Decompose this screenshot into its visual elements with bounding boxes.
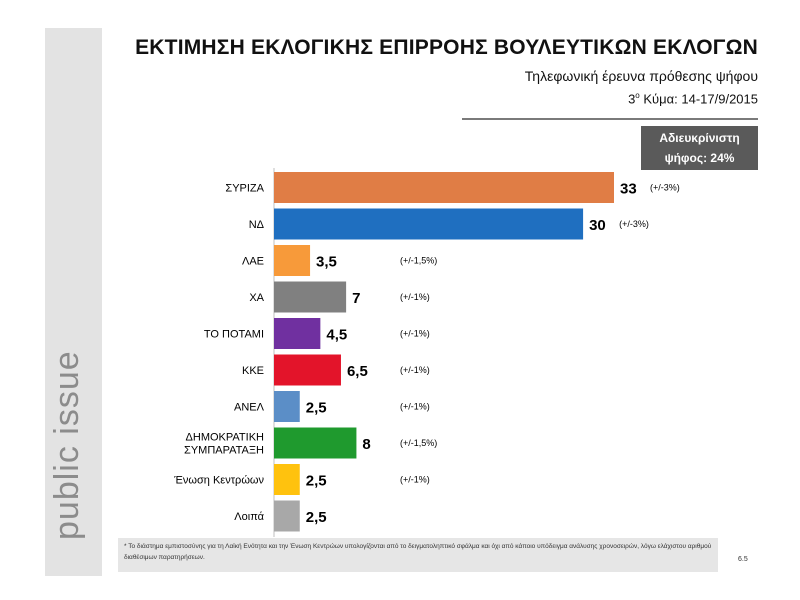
error-margin-label: (+/-1,5%)	[400, 256, 437, 266]
bar	[274, 427, 357, 459]
header-divider	[462, 118, 758, 120]
page-title: ΕΚΤΙΜΗΣΗ ΕΚΛΟΓΙΚΗΣ ΕΠΙΡΡΟΗΣ ΒΟΥΛΕΥΤΙΚΩΝ …	[135, 36, 758, 59]
value-label: 3,5	[316, 254, 337, 271]
undecided-value: ψήφος: 24%	[664, 151, 735, 165]
value-label: 30	[589, 217, 606, 234]
error-margin-label: (+/-1%)	[400, 365, 430, 375]
value-label: 6,5	[347, 363, 368, 380]
value-label: 2,5	[306, 400, 327, 417]
value-label: 8	[362, 436, 370, 453]
wave-dates: Κύμα: 14-17/9/2015	[639, 91, 758, 107]
value-label: 4,5	[326, 327, 347, 344]
category-label: ΣΥΜΠΑΡΑΤΑΞΗ	[184, 445, 264, 457]
bar	[274, 318, 321, 349]
category-label: Ένωση Κεντρώων	[173, 475, 264, 487]
bar	[274, 391, 300, 422]
error-margin-label: (+/-1%)	[400, 402, 430, 412]
category-label: ΤΟ ΠΟΤΑΜΙ	[204, 329, 264, 341]
category-label: ΛΑΕ	[242, 256, 264, 268]
undecided-label: Αδιευκρίνιστη	[659, 131, 740, 145]
bar	[274, 208, 584, 240]
bar	[274, 464, 300, 495]
error-margin-label: (+/-1%)	[400, 292, 430, 302]
value-label: 2,5	[306, 509, 327, 526]
bar	[274, 500, 300, 532]
category-label: ΔΗΜΟΚΡΑΤΙΚΗ	[186, 432, 265, 444]
value-label: 33	[620, 181, 637, 198]
category-label: Λοιπά	[234, 511, 264, 523]
survey-wave: 3ο Κύμα: 14-17/9/2015	[110, 91, 758, 106]
page-subtitle: Τηλεφωνική έρευνα πρόθεσης ψήφου	[524, 68, 758, 84]
error-margin-label: (+/-1,5%)	[400, 438, 437, 448]
bar	[274, 354, 341, 386]
undecided-vote-box: Αδιευκρίνιστη ψήφος: 24%	[641, 126, 758, 170]
footnote-text: * Το διάστημα εμπιστοσύνης για τη Λαϊκή …	[124, 543, 712, 561]
category-label: ΝΔ	[249, 219, 265, 231]
bar	[274, 281, 347, 313]
error-margin-label: (+/-3%)	[619, 219, 649, 229]
value-label: 7	[352, 290, 360, 307]
bar	[274, 245, 311, 276]
page-number: 6.5	[738, 556, 748, 563]
brand-strip	[45, 28, 102, 576]
error-margin-label: (+/-3%)	[650, 183, 680, 193]
footnote-box	[118, 538, 718, 572]
wave-number: 3	[628, 91, 636, 107]
error-margin-label: (+/-1%)	[400, 329, 430, 339]
category-label: ΑΝΕΛ	[234, 402, 265, 414]
value-label: 2,5	[306, 473, 327, 490]
bar	[274, 172, 614, 203]
category-label: ΚΚΕ	[242, 365, 264, 377]
wave-ordinal: ο	[635, 91, 640, 100]
error-margin-label: (+/-1%)	[400, 475, 430, 485]
category-label: ΧΑ	[249, 292, 264, 304]
category-label: ΣΥΡΙΖΑ	[225, 183, 264, 195]
